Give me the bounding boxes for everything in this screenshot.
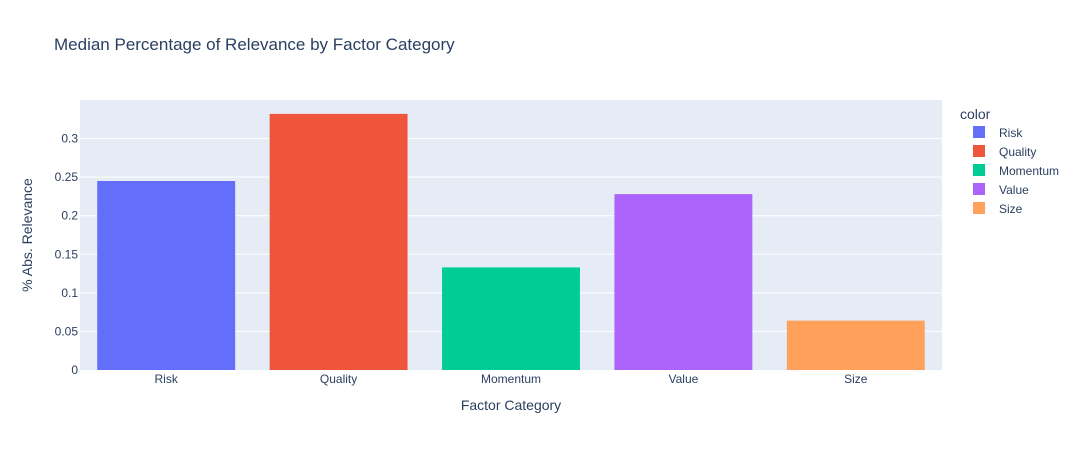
legend-swatch — [973, 164, 985, 176]
y-axis-ticks: 0 0.05 0.1 0.15 0.2 0.25 0.3 — [55, 132, 79, 377]
bar-momentum — [442, 267, 580, 370]
x-axis-ticks: Risk Quality Momentum Value Size — [155, 372, 868, 386]
legend-title: color — [960, 106, 991, 122]
chart-title: Median Percentage of Relevance by Factor… — [54, 35, 455, 54]
y-tick-label: 0.05 — [55, 324, 79, 338]
x-axis-title: Factor Category — [461, 397, 561, 413]
x-tick-label: Quality — [320, 372, 357, 386]
legend: color Risk Quality Momentum Value Size — [960, 106, 1059, 216]
legend-item[interactable]: Size — [973, 202, 1023, 216]
legend-items: Risk Quality Momentum Value Size — [973, 126, 1059, 216]
legend-swatch — [973, 202, 985, 214]
legend-swatch — [973, 126, 985, 138]
bar-size — [786, 320, 925, 370]
y-tick-label: 0.3 — [61, 132, 78, 146]
legend-label: Quality — [999, 145, 1036, 159]
y-tick-label: 0 — [71, 363, 78, 377]
bars — [97, 113, 925, 370]
legend-label: Value — [999, 183, 1029, 197]
legend-item[interactable]: Risk — [973, 126, 1023, 140]
legend-swatch — [973, 145, 985, 157]
y-tick-label: 0.1 — [61, 286, 78, 300]
legend-label: Momentum — [999, 164, 1059, 178]
x-tick-label: Momentum — [481, 372, 541, 386]
bar-risk — [97, 181, 236, 370]
legend-label: Risk — [999, 126, 1023, 140]
y-tick-label: 0.15 — [55, 247, 79, 261]
x-tick-label: Risk — [155, 372, 179, 386]
x-tick-label: Size — [844, 372, 868, 386]
bar-quality — [269, 113, 408, 370]
legend-swatch — [973, 183, 985, 195]
y-tick-label: 0.2 — [61, 209, 78, 223]
bar-value — [614, 194, 753, 370]
x-tick-label: Value — [668, 372, 698, 386]
legend-item[interactable]: Value — [973, 183, 1029, 197]
legend-item[interactable]: Quality — [973, 145, 1036, 159]
y-tick-label: 0.25 — [55, 170, 79, 184]
y-axis-title: % Abs. Relevance — [19, 178, 35, 292]
legend-item[interactable]: Momentum — [973, 164, 1059, 178]
legend-label: Size — [999, 202, 1023, 216]
